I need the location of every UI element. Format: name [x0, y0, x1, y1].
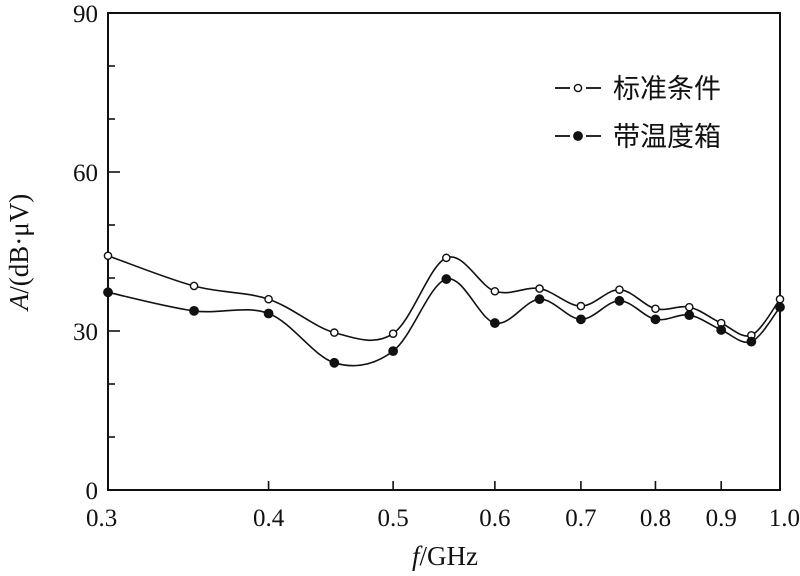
- y-axis-title-symbol: A: [4, 293, 34, 312]
- axis-ticks: 0.3 0.4 0.5 0.6 0.7 0.8 0.9 1.0 0 30 60 90: [73, 1, 800, 532]
- series-2: [103, 274, 785, 368]
- legend-item: 标准条件: [555, 74, 721, 105]
- x-tick-label: 1.0: [769, 505, 800, 532]
- y-axis-title-unit: /(dB·μV): [4, 194, 34, 294]
- data-point: [388, 346, 399, 357]
- legend-label: 带温度箱: [613, 122, 721, 153]
- y-axis-title: A/(dB·μV): [4, 194, 34, 312]
- data-point: [535, 284, 544, 293]
- data-point: [441, 274, 452, 284]
- data-point: [189, 305, 199, 316]
- data-point: [614, 295, 625, 306]
- data-point: [103, 287, 113, 298]
- legend-marker: [573, 83, 583, 93]
- data-point: [651, 304, 660, 314]
- data-point: [615, 285, 624, 294]
- y-tick-label: 0: [86, 478, 99, 505]
- data-point: [775, 302, 785, 313]
- x-tick-label: 0.7: [565, 505, 596, 532]
- x-tick-label: 0.6: [479, 505, 510, 532]
- data-point: [650, 314, 661, 325]
- data-point: [189, 281, 199, 291]
- data-point: [103, 251, 113, 261]
- data-point: [576, 301, 586, 311]
- data-point: [684, 310, 695, 320]
- data-point: [264, 294, 273, 304]
- series-group: [103, 251, 785, 368]
- legend-label: 标准条件: [613, 74, 721, 105]
- data-point: [330, 328, 339, 337]
- data-point: [329, 357, 340, 368]
- y-tick-label: 30: [73, 319, 98, 346]
- y-tick-label: 90: [73, 1, 98, 28]
- data-point: [775, 294, 785, 304]
- legend-marker: [573, 131, 583, 141]
- series-line: [107, 278, 781, 367]
- data-point: [263, 308, 274, 319]
- data-point: [576, 314, 586, 325]
- data-point: [442, 253, 451, 263]
- x-axis-title: f/GHz: [412, 541, 478, 571]
- x-tick-label: 0.3: [86, 505, 117, 532]
- x-tick-label: 0.4: [253, 505, 285, 532]
- x-tick-label: 0.8: [640, 505, 671, 532]
- series-line: [107, 254, 781, 342]
- data-point: [489, 318, 500, 328]
- x-tick-label: 0.9: [706, 505, 737, 532]
- x-tick-label: 0.5: [377, 505, 408, 532]
- y-tick-label: 60: [73, 160, 98, 187]
- data-point: [716, 325, 727, 335]
- data-point: [388, 329, 398, 338]
- data-point: [684, 302, 694, 312]
- legend-item: 带温度箱: [555, 122, 721, 153]
- series-1: [103, 251, 785, 342]
- x-axis-title-symbol: f: [412, 541, 423, 571]
- data-point: [746, 336, 757, 347]
- x-axis-title-unit: /GHz: [420, 541, 478, 571]
- data-point: [490, 286, 500, 296]
- data-point: [534, 294, 545, 305]
